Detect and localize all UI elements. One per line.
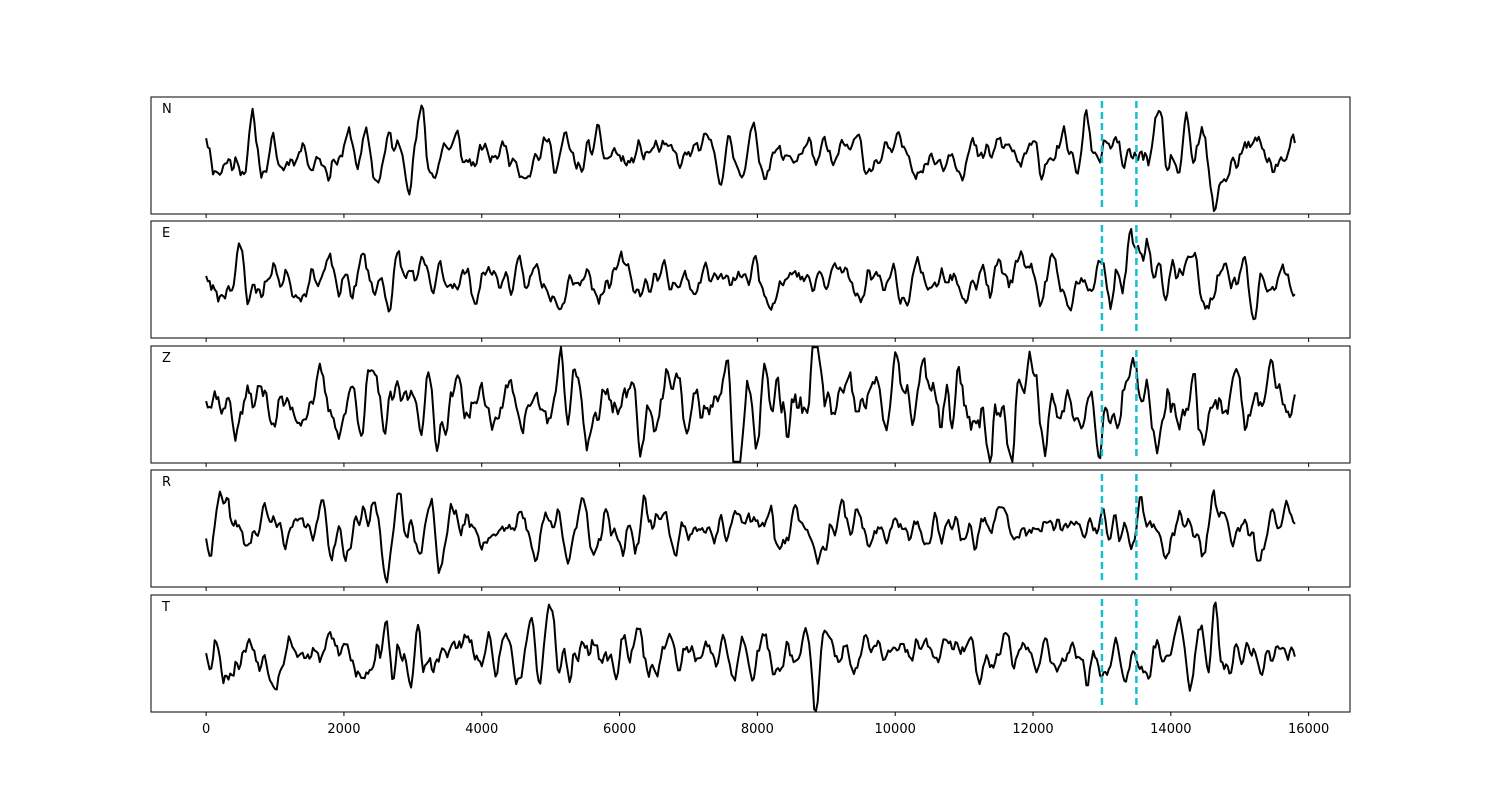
panel-e: E	[150, 220, 1351, 342]
x-tick-label: 4000	[465, 722, 498, 737]
panel-label: T	[161, 600, 170, 615]
x-tick-label: 10000	[875, 722, 916, 737]
trace-n	[205, 104, 1296, 212]
panel-frame	[150, 345, 1351, 464]
panels-group: N E Z R T	[150, 96, 1351, 716]
x-tick-label: 12000	[1012, 722, 1053, 737]
panel-r: R	[150, 469, 1351, 591]
panel-label: E	[162, 226, 170, 241]
panel-z: Z	[150, 345, 1351, 467]
panel-n: N	[150, 96, 1351, 218]
trace-z	[205, 346, 1296, 463]
panel-t: T	[150, 594, 1351, 716]
trace-r	[205, 489, 1296, 584]
x-tick-label: 6000	[603, 722, 636, 737]
x-axis: 0 2000 4000 6000 8000 10000 12000 14000 16000	[202, 722, 1329, 737]
trace-t	[205, 601, 1296, 712]
trace-e	[205, 228, 1296, 321]
panel-frame	[150, 594, 1351, 713]
panel-label: N	[162, 102, 172, 117]
panel-label: R	[162, 475, 171, 490]
x-tick-label: 16000	[1288, 722, 1329, 737]
x-tick-label: 0	[202, 722, 210, 737]
panel-frame	[150, 220, 1351, 339]
panel-frame	[150, 469, 1351, 588]
x-tick-label: 2000	[327, 722, 360, 737]
panel-label: Z	[162, 351, 171, 366]
x-tick-label: 8000	[741, 722, 774, 737]
panel-frame	[150, 96, 1351, 215]
x-tick-label: 14000	[1150, 722, 1191, 737]
